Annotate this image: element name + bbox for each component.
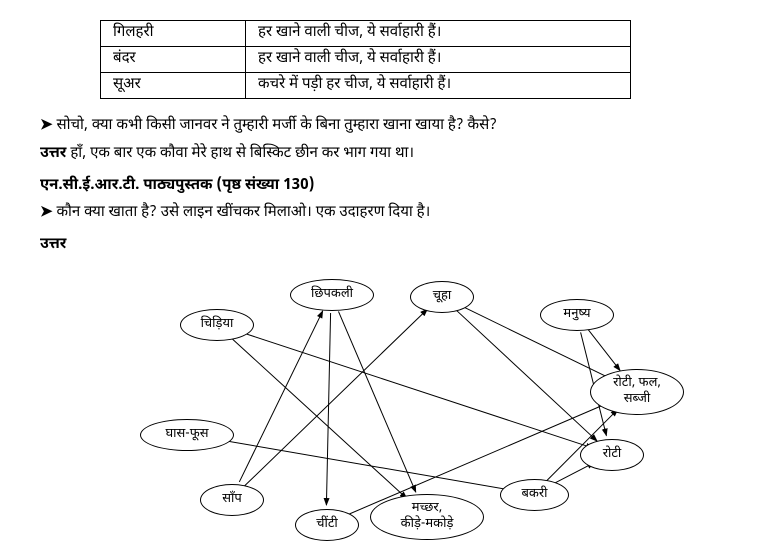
food-web-diagram: चिड़िया छिपकली चूहा मनुष्य घास-फूस रोटी, फल,स… [120, 259, 720, 539]
diagram-node: मच्छर,कीड़े-मकोड़े [370, 494, 484, 540]
diagram-node: छिपकली [290, 279, 374, 311]
answer-2-label: उत्तर [40, 236, 735, 255]
diagram-edge [205, 437, 515, 491]
diagram-edge [245, 309, 428, 486]
diagram-node: चिड़िया [180, 309, 254, 341]
diagram-edge [234, 330, 593, 448]
section-heading: एन.सी.ई.आर.टी. पाठ्यपुस्तक (पृष्ठ संख्या… [40, 177, 735, 196]
q2-text: कौन क्या खाता है? उसे लाइन खींचकर मिलाओ।… [40, 204, 430, 223]
food-table: गिलहरीहर खाने वाली चीज, ये सर्वाहारी हैं… [100, 20, 631, 99]
animal-cell: सूअर [101, 73, 246, 99]
diagram-node: मनुष्य [540, 299, 614, 331]
table-row: बंदरहर खाने वाली चीज, ये सर्वाहारी हैं। [101, 47, 631, 73]
food-cell: कचरे में पड़ी हर चीज, ये सर्वाहारी हैं। [246, 73, 631, 99]
diagram-edge [338, 311, 415, 492]
a1-text: हाँ, एक बार एक कौवा मेरे हाथ से बिस्किट … [66, 145, 414, 164]
diagram-node: चींटी [295, 509, 359, 541]
diagram-node: घास-फूस [140, 419, 234, 451]
diagram-node: रोटी [580, 439, 644, 471]
animal-cell: गिलहरी [101, 21, 246, 47]
diagram-edge [326, 313, 330, 505]
answer-1: उत्तर हाँ, एक बार एक कौवा मेरे हाथ से बि… [40, 143, 735, 167]
table-row: सूअरकचरे में पड़ी हर चीज, ये सर्वाहारी ह… [101, 73, 631, 99]
diagram-edge [588, 329, 620, 371]
food-cell: हर खाने वाली चीज, ये सर्वाहारी हैं। [246, 21, 631, 47]
diagram-edge [239, 311, 322, 482]
food-cell: हर खाने वाली चीज, ये सर्वाहारी हैं। [246, 47, 631, 73]
question-1: सोचो, क्या कभी किसी जानवर ने तुम्हारी मर… [40, 115, 735, 139]
table-row: गिलहरीहर खाने वाली चीज, ये सर्वाहारी हैं… [101, 21, 631, 47]
diagram-node: बकरी [500, 479, 569, 511]
question-2: कौन क्या खाता है? उसे लाइन खींचकर मिलाओ।… [40, 202, 735, 226]
diagram-node: साँप [200, 484, 264, 516]
a1-label: उत्तर [40, 145, 66, 164]
diagram-node: चूहा [410, 281, 474, 313]
diagram-node: रोटी, फल,सब्जी [590, 369, 684, 415]
q1-text: सोचो, क्या कभी किसी जानवर ने तुम्हारी मर… [40, 117, 497, 136]
animal-cell: बंदर [101, 47, 246, 73]
